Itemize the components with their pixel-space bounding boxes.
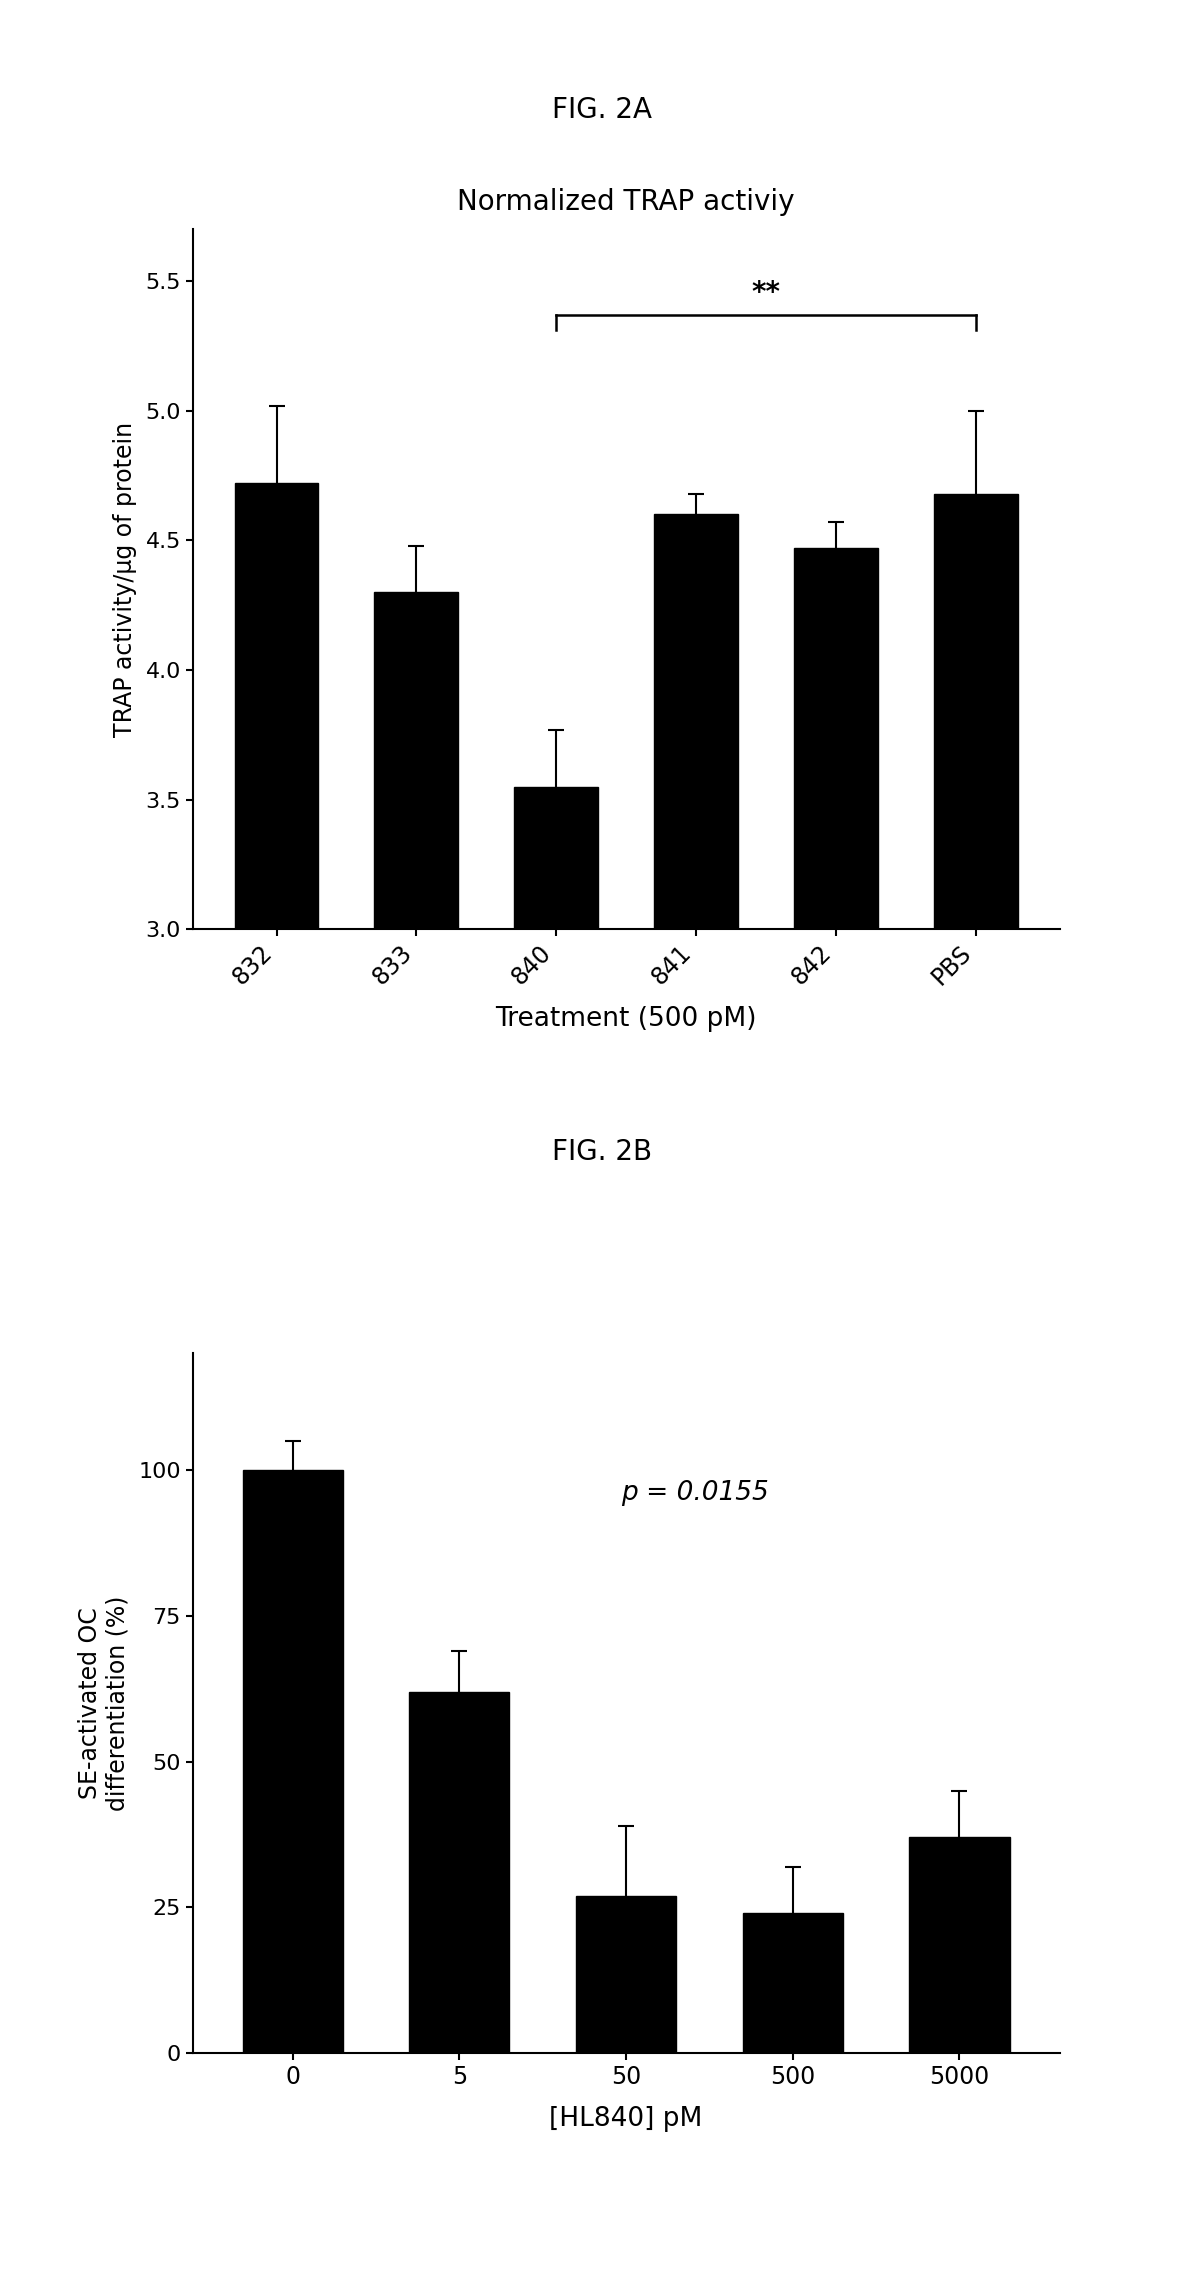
- Bar: [576, 1895, 677, 2053]
- Y-axis label: TRAP activity/µg of protein: TRAP activity/µg of protein: [113, 422, 137, 736]
- Text: p = 0.0155: p = 0.0155: [621, 1480, 769, 1507]
- Bar: [235, 484, 319, 1707]
- X-axis label: [HL840] pM: [HL840] pM: [549, 2106, 703, 2131]
- Bar: [514, 787, 598, 1707]
- Bar: [909, 1837, 1009, 2053]
- X-axis label: Treatment (500 pM): Treatment (500 pM): [495, 1007, 757, 1032]
- Text: **: **: [751, 280, 780, 307]
- Text: FIG. 2A: FIG. 2A: [551, 96, 653, 124]
- Bar: [793, 548, 878, 1707]
- Title: Normalized TRAP activiy: Normalized TRAP activiy: [458, 188, 795, 216]
- Bar: [374, 592, 459, 1707]
- Bar: [743, 1913, 843, 2053]
- Bar: [654, 514, 738, 1707]
- Bar: [409, 1691, 509, 2053]
- Text: FIG. 2B: FIG. 2B: [551, 1138, 653, 1165]
- Bar: [933, 493, 1017, 1707]
- Y-axis label: SE-activated OC
differentiation (%): SE-activated OC differentiation (%): [78, 1597, 130, 1810]
- Bar: [243, 1470, 343, 2053]
